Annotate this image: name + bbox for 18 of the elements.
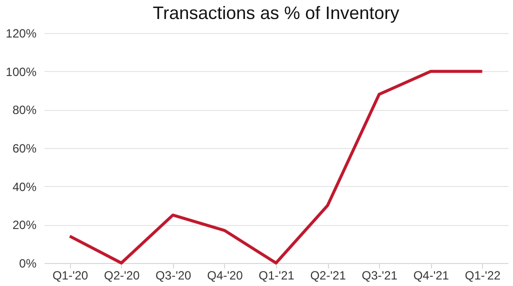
y-tick-label: 100%: [6, 64, 37, 79]
y-tick-label: 60%: [12, 142, 37, 156]
line-series: [68, 70, 484, 264]
y-tick-label: 120%: [6, 26, 37, 40]
chart-title: Transactions as % of Inventory: [152, 3, 400, 23]
x-tick-label: Q3-'21: [362, 268, 398, 282]
x-tick-label: Q4-'20: [207, 268, 244, 282]
y-tick-label: 80%: [12, 103, 37, 118]
y-tick-label: 40%: [12, 180, 37, 194]
x-tick-label: Q1-'20: [52, 268, 88, 282]
x-tick-label: Q1-'21: [258, 268, 295, 282]
x-tick-label: Q1-'22: [464, 268, 501, 282]
x-tick-label: Q2-'21: [310, 268, 346, 282]
y-tick-label: 20%: [12, 218, 37, 232]
x-tick-label: Q4-'21: [413, 268, 450, 282]
x-tick-label: Q2-'20: [104, 268, 140, 282]
y-tick-label: 0%: [19, 256, 37, 270]
x-tick-label: Q3-'20: [156, 268, 192, 282]
